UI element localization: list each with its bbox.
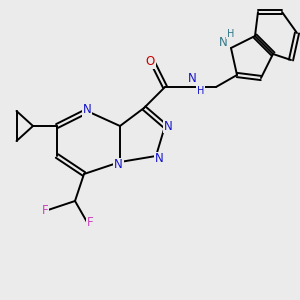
Text: F: F: [42, 203, 48, 217]
Text: N: N: [82, 103, 91, 116]
Text: N: N: [154, 152, 164, 166]
Text: H: H: [197, 85, 204, 96]
Text: H: H: [227, 28, 234, 39]
Text: F: F: [87, 215, 93, 229]
Text: N: N: [188, 72, 196, 85]
Text: N: N: [114, 158, 123, 172]
Text: N: N: [164, 119, 172, 133]
Text: N: N: [219, 35, 228, 49]
Text: O: O: [146, 55, 154, 68]
